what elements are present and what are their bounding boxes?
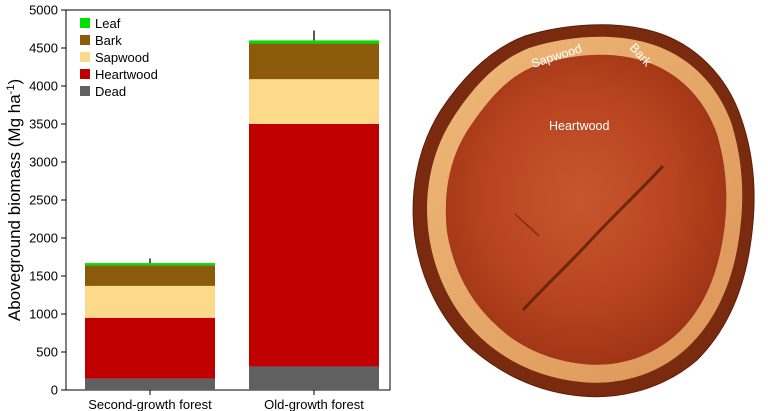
y-tick-label: 2000	[29, 231, 58, 246]
bar-segment-heartwood-old-growth-forest	[249, 124, 379, 367]
bar-segment-bark-second-growth-forest	[85, 265, 215, 286]
y-axis-label: Aboveground biomass (Mg ha-1)	[5, 79, 24, 321]
legend-swatch-bark	[80, 35, 90, 45]
x-tick-label-second-growth-forest: Second-growth forest	[88, 397, 212, 411]
y-tick-label: 1500	[29, 269, 58, 284]
legend-label-bark: Bark	[95, 33, 122, 48]
bar-segment-dead-second-growth-forest	[85, 378, 215, 390]
bar-segment-sapwood-second-growth-forest	[85, 285, 215, 318]
bar-segment-bark-old-growth-forest	[249, 43, 379, 80]
y-tick-label: 3000	[29, 155, 58, 170]
legend-swatch-leaf	[80, 18, 90, 28]
x-tick-label-old-growth-forest: Old-growth forest	[264, 397, 364, 411]
y-tick-label: 4500	[29, 41, 58, 56]
bar-segment-sapwood-old-growth-forest	[249, 79, 379, 124]
bar-segment-heartwood-second-growth-forest	[85, 317, 215, 379]
y-tick-label: 2500	[29, 193, 58, 208]
heartwood-core	[445, 54, 727, 365]
bar-segment-leaf-old-growth-forest	[249, 40, 379, 44]
photo-label-heartwood: Heartwood	[549, 119, 609, 133]
legend-swatch-heartwood	[80, 69, 90, 79]
bar-segment-dead-old-growth-forest	[249, 366, 379, 390]
legend-label-leaf: Leaf	[95, 16, 121, 31]
bar-segment-leaf-second-growth-forest	[85, 263, 215, 266]
legend-label-dead: Dead	[95, 84, 126, 99]
y-tick-label: 0	[51, 383, 58, 398]
y-tick-label: 1000	[29, 307, 58, 322]
legend-label-sapwood: Sapwood	[95, 50, 149, 65]
tree-trunk-cross-section-photo: Sapwood Bark Heartwood	[412, 24, 755, 398]
y-tick-label: 3500	[29, 117, 58, 132]
legend-label-heartwood: Heartwood	[95, 67, 158, 82]
legend-swatch-sapwood	[80, 52, 90, 62]
trunk-crack-minor	[514, 213, 540, 237]
y-tick-label: 5000	[29, 3, 58, 18]
trunk-crack	[521, 164, 665, 312]
biomass-chart: 0 500 1000 1500 2000 2500 3000 3500 4000 4500 5000…	[5, 3, 391, 411]
y-tick-label: 4000	[29, 79, 58, 94]
legend-swatch-dead	[80, 86, 90, 96]
y-tick-label: 500	[36, 345, 58, 360]
